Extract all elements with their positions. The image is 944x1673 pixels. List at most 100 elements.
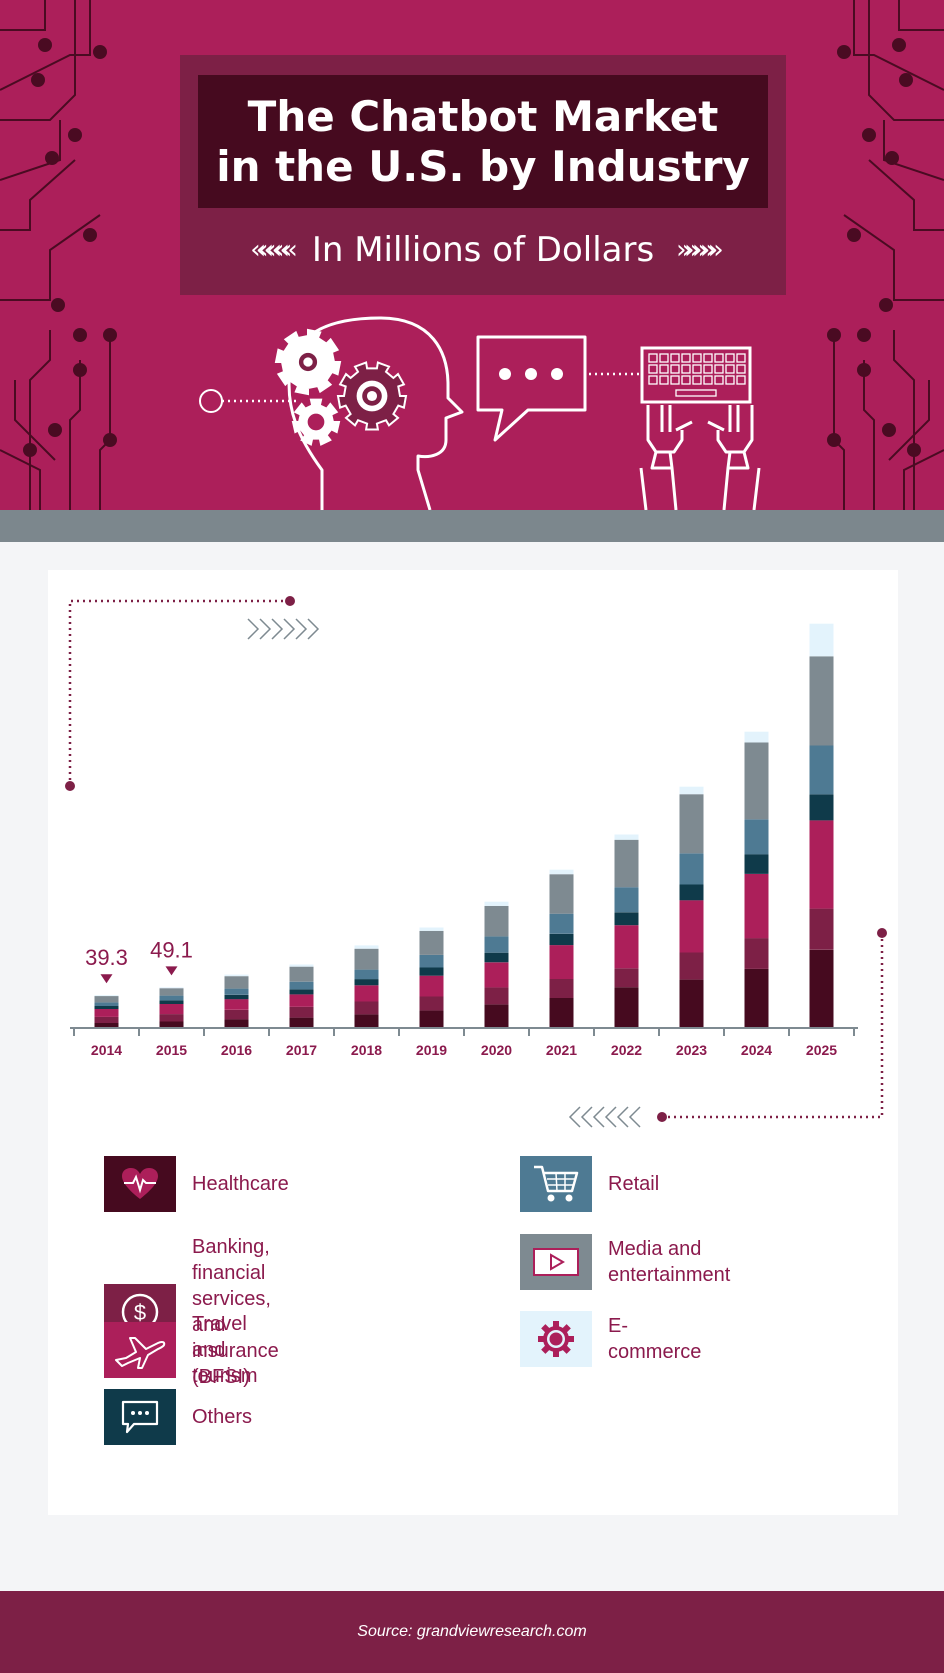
bar-segment-2023-others (679, 884, 704, 901)
bar-segment-2021-others (549, 933, 574, 946)
svg-text:$: $ (134, 1300, 146, 1325)
x-tick-label: 2019 (416, 1042, 447, 1058)
legend-label: Banking, financial services, and insuran… (192, 1236, 279, 1388)
bar-segment-2019-media-and-entertainment (419, 930, 444, 955)
subtitle-row: ««««« In Millions of Dollars »»»»» (180, 225, 786, 275)
keyboard-icon (640, 346, 752, 404)
bar-segment-2015-retail (159, 995, 184, 1001)
bar-segment-2019-travel-and-tourism (419, 975, 444, 997)
bar-segment-2018-banking-financial-services-and-insurance-bfsi- (354, 1001, 379, 1015)
chevrons-right-decoration-icon (247, 618, 320, 640)
footer: Source: grandviewresearch.com (0, 1591, 944, 1673)
bar-segment-2020-banking-financial-services-and-insurance-bfsi- (484, 987, 509, 1005)
dotted-corner-top-left (65, 596, 295, 791)
bar-segment-2017-healthcare (289, 1017, 314, 1027)
chevrons-right-icon: »»»»» (676, 235, 723, 265)
bar-segment-2014-e-commerce (94, 995, 119, 996)
bar-segment-2017-media-and-entertainment (289, 966, 314, 982)
data-label-pointer-icon (100, 974, 113, 984)
chart-card: 2014 2015 2016 2017 2018 2019 2020 2021 2022 2023… (48, 570, 898, 1515)
bar-segment-2024-retail (744, 819, 769, 855)
bar-segment-2025-others (809, 794, 834, 821)
bar-segment-2019-e-commerce (419, 927, 444, 931)
bar-segment-2018-others (354, 979, 379, 986)
bar-segment-2014-others (94, 1006, 119, 1009)
bar-segment-2020-travel-and-tourism (484, 962, 509, 988)
divider-band (0, 510, 944, 542)
bar-segment-2018-e-commerce (354, 945, 379, 949)
chevrons-left-icon: ««««« (250, 235, 297, 265)
bar-segment-2014-banking-financial-services-and-insurance-bfsi- (94, 1016, 119, 1023)
bar-segment-2023-banking-financial-services-and-insurance-bfsi- (679, 952, 704, 980)
bar-segment-2024-others (744, 854, 769, 874)
bar-segment-2017-banking-financial-services-and-insurance-bfsi- (289, 1006, 314, 1018)
bar-segment-2014-healthcare (94, 1023, 119, 1027)
legend-item-retail: Retail (520, 1156, 659, 1212)
bar-segment-2019-others (419, 967, 444, 976)
legend-label: E-commerce (608, 1315, 702, 1363)
bar-segment-2016-banking-financial-services-and-insurance-bfsi- (224, 1009, 249, 1020)
bar-segment-2025-healthcare (809, 949, 834, 1027)
bar-segment-2022-others (614, 912, 639, 926)
x-tick-label: 2025 (806, 1042, 837, 1058)
legend-label: Healthcare (192, 1173, 289, 1195)
dotted-corner-bottom-right (657, 928, 887, 1122)
x-tick-label: 2023 (676, 1042, 707, 1058)
legend-item-media-and-entertainment: Media and entertainment (520, 1234, 730, 1290)
bar-segment-2019-healthcare (419, 1010, 444, 1027)
bar-segment-2014-travel-and-tourism (94, 1009, 119, 1017)
x-tick-label: 2018 (351, 1042, 382, 1058)
connector-node-icon (199, 389, 223, 413)
legend-label: Others (192, 1406, 253, 1428)
title-block: The Chatbot Market in the U.S. by Indust… (198, 75, 768, 208)
bar-segment-2021-retail (549, 913, 574, 934)
bar-segment-2015-healthcare (159, 1021, 184, 1027)
bar-segment-2016-retail (224, 988, 249, 995)
gear-icon (520, 1311, 592, 1367)
data-label: 49.1 (150, 937, 193, 962)
legend-item-travel-and-tourism: Travel and tourism (104, 1311, 258, 1389)
bar-segment-2021-e-commerce (549, 869, 574, 875)
bar-segment-2014-media-and-entertainment (94, 996, 119, 1003)
head-silhouette-icon (287, 316, 464, 510)
bar-segment-2016-e-commerce (224, 974, 249, 977)
bar-segment-2025-retail (809, 745, 834, 795)
bar-segment-2020-others (484, 952, 509, 963)
source-text: Source: grandviewresearch.com (357, 1623, 587, 1640)
bar-segment-2022-retail (614, 887, 639, 913)
bar-segment-2021-travel-and-tourism (549, 945, 574, 979)
speech-bubble-icon (476, 335, 587, 442)
bar-segment-2015-media-and-entertainment (159, 988, 184, 996)
data-label-pointer-icon (165, 966, 178, 976)
bar-segment-2014-retail (94, 1002, 119, 1006)
bar-segment-2023-retail (679, 853, 704, 885)
x-tick-label: 2015 (156, 1042, 187, 1058)
x-tick-label: 2020 (481, 1042, 512, 1058)
bar-segment-2015-e-commerce (159, 987, 184, 989)
bar-segment-2018-retail (354, 969, 379, 980)
bar-segment-2016-media-and-entertainment (224, 976, 249, 989)
bar-segment-2020-media-and-entertainment (484, 905, 509, 937)
bar-segment-2015-others (159, 1000, 184, 1004)
robot-hands-icon (639, 405, 761, 510)
bar-segment-2022-travel-and-tourism (614, 925, 639, 969)
bar-segment-2023-media-and-entertainment (679, 794, 704, 854)
bar-segment-2017-travel-and-tourism (289, 994, 314, 1007)
legend-item-banking-financial-services-and-insurance-bfsi: $ Banking, financial services, and insura… (104, 1234, 279, 1390)
bar-segment-2019-retail (419, 954, 444, 968)
legend-label: Media and entertainment (608, 1238, 731, 1286)
page-title-line-2: in the U.S. by Industry (216, 141, 750, 191)
bar-segment-2019-banking-financial-services-and-insurance-bfsi- (419, 996, 444, 1011)
subtitle: In Millions of Dollars (311, 230, 655, 270)
bar-segment-2024-healthcare (744, 968, 769, 1027)
bar-segment-2021-media-and-entertainment (549, 874, 574, 914)
bar-segment-2020-e-commerce (484, 901, 509, 906)
circuit-decoration (0, 0, 944, 510)
bar-segment-2016-healthcare (224, 1019, 249, 1027)
bar-segment-2022-media-and-entertainment (614, 839, 639, 888)
bar-segment-2025-travel-and-tourism (809, 820, 834, 909)
shopping-cart-icon (520, 1156, 592, 1212)
bar-segment-2015-banking-financial-services-and-insurance-bfsi- (159, 1014, 184, 1022)
legend-item-healthcare: Healthcare (104, 1156, 289, 1212)
bar-segment-2023-healthcare (679, 979, 704, 1027)
